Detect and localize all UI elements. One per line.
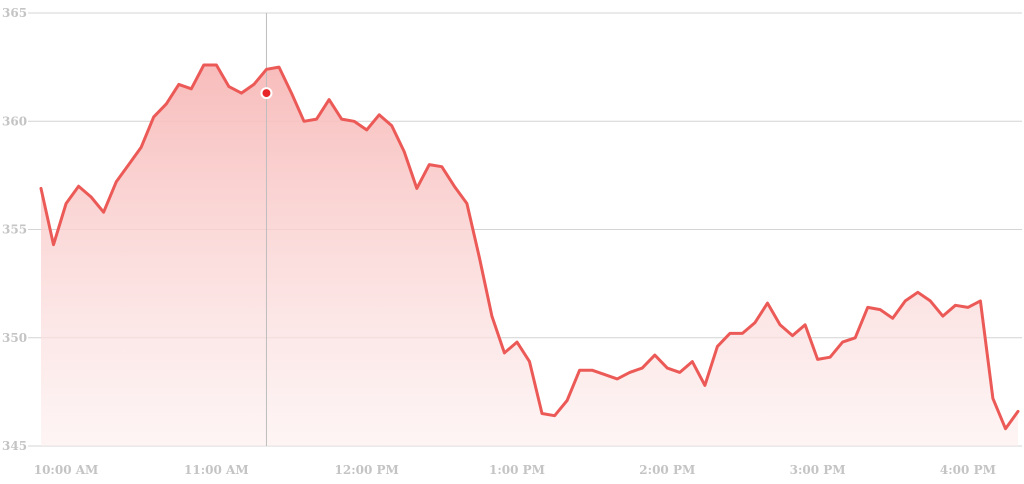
data-point-12:15: [403, 150, 406, 153]
x-tick-label: 12:00 PM: [335, 463, 399, 477]
data-point-11:15: [252, 83, 255, 86]
data-point-11:10: [240, 92, 243, 95]
data-point-11:45: [328, 98, 331, 101]
data-point-13:40: [616, 377, 619, 380]
data-point-11:35: [303, 120, 306, 123]
data-point-11:55: [353, 120, 356, 123]
data-point-11:25: [277, 66, 280, 69]
data-point-15:50: [941, 315, 944, 318]
data-point-13:10: [541, 412, 544, 415]
data-point-15:10: [841, 341, 844, 344]
price-area: [41, 65, 1018, 446]
data-point-13:15: [553, 414, 556, 417]
data-point-15:30: [891, 317, 894, 320]
data-point-11:05: [227, 85, 230, 88]
data-point-10:50: [190, 87, 193, 90]
data-point-15:40: [916, 291, 919, 294]
data-point-11:30: [290, 92, 293, 95]
data-point-15:55: [954, 304, 957, 307]
data-point-12:35: [453, 185, 456, 188]
data-point-13:05: [528, 360, 531, 363]
data-point-12:00: [365, 128, 368, 131]
data-point-14:15: [703, 384, 706, 387]
data-point-13:35: [603, 373, 606, 376]
price-line: [39, 63, 1020, 431]
data-point-10:00: [65, 202, 68, 205]
data-point-10:45: [177, 83, 180, 86]
data-point-11:20: [265, 68, 268, 71]
y-tick-label: 360: [2, 114, 27, 128]
data-point-12:50: [490, 315, 493, 318]
data-point-11:00: [215, 63, 218, 66]
data-point-16:00: [966, 306, 969, 309]
x-axis: 10:00 AM 11:00 AM 12:00 PM 1:00 PM 2:00 PM 3:…: [34, 463, 996, 477]
data-point-15:15: [854, 336, 857, 339]
data-point-15:45: [929, 299, 932, 302]
data-point-10:30: [140, 146, 143, 149]
data-point-15:00: [816, 358, 819, 361]
data-point-14:20: [716, 345, 719, 348]
data-point-12:30: [440, 165, 443, 168]
data-point-14:05: [678, 371, 681, 374]
data-point-10:05: [77, 185, 80, 188]
x-tick-label: 1:00 PM: [489, 463, 545, 477]
data-point-16:10: [991, 397, 994, 400]
data-point-12:55: [503, 351, 506, 354]
data-point-11:40: [315, 118, 318, 121]
data-point-10:40: [165, 102, 168, 105]
y-tick-label: 355: [2, 223, 27, 237]
data-point-12:25: [428, 163, 431, 166]
data-point-15:25: [879, 308, 882, 311]
data-point-13:00: [515, 341, 518, 344]
data-point-14:25: [728, 332, 731, 335]
data-point-12:45: [478, 256, 481, 259]
x-tick-label: 10:00 AM: [34, 463, 99, 477]
data-point-14:10: [691, 360, 694, 363]
data-point-12:05: [378, 113, 381, 116]
x-tick-label: 11:00 AM: [184, 463, 249, 477]
data-point-14:45: [779, 323, 782, 326]
y-axis: 345 350 355 360 365: [2, 6, 27, 453]
data-point-14:50: [791, 334, 794, 337]
data-point-15:35: [904, 299, 907, 302]
x-tick-label: 3:00 PM: [790, 463, 846, 477]
data-point-13:25: [578, 369, 581, 372]
data-point-12:40: [465, 202, 468, 205]
data-point-14:55: [804, 323, 807, 326]
data-point-12:10: [390, 124, 393, 127]
data-point-10:10: [90, 196, 93, 199]
data-point-10:25: [127, 163, 130, 166]
data-point-12:20: [415, 187, 418, 190]
data-point-10:35: [152, 115, 155, 118]
data-point-15:05: [829, 356, 832, 359]
data-point-10:20: [115, 180, 118, 183]
data-point-10:15: [102, 211, 105, 214]
data-point-16:20: [1017, 410, 1020, 413]
data-point-13:30: [591, 369, 594, 372]
y-tick-label: 350: [2, 331, 27, 345]
data-point-16:05: [979, 299, 982, 302]
data-point-13:55: [653, 354, 656, 357]
data-point-09:50: [40, 187, 43, 190]
data-point-10:55: [202, 63, 205, 66]
x-tick-label: 2:00 PM: [639, 463, 695, 477]
data-point-13:20: [566, 399, 569, 402]
data-point-13:50: [641, 367, 644, 370]
y-tick-label: 345: [2, 439, 27, 453]
data-point-14:35: [753, 321, 756, 324]
data-point-11:50: [340, 118, 343, 121]
data-point-14:40: [766, 302, 769, 305]
data-point-14:30: [741, 332, 744, 335]
data-point-14:00: [666, 367, 669, 370]
data-point-09:55: [52, 243, 55, 246]
x-tick-label: 4:00 PM: [940, 463, 996, 477]
data-point-15:20: [866, 306, 869, 309]
data-point-13:45: [628, 371, 631, 374]
highlight-marker[interactable]: [260, 87, 273, 100]
y-tick-label: 365: [2, 6, 27, 20]
data-point-16:15: [1004, 427, 1007, 430]
